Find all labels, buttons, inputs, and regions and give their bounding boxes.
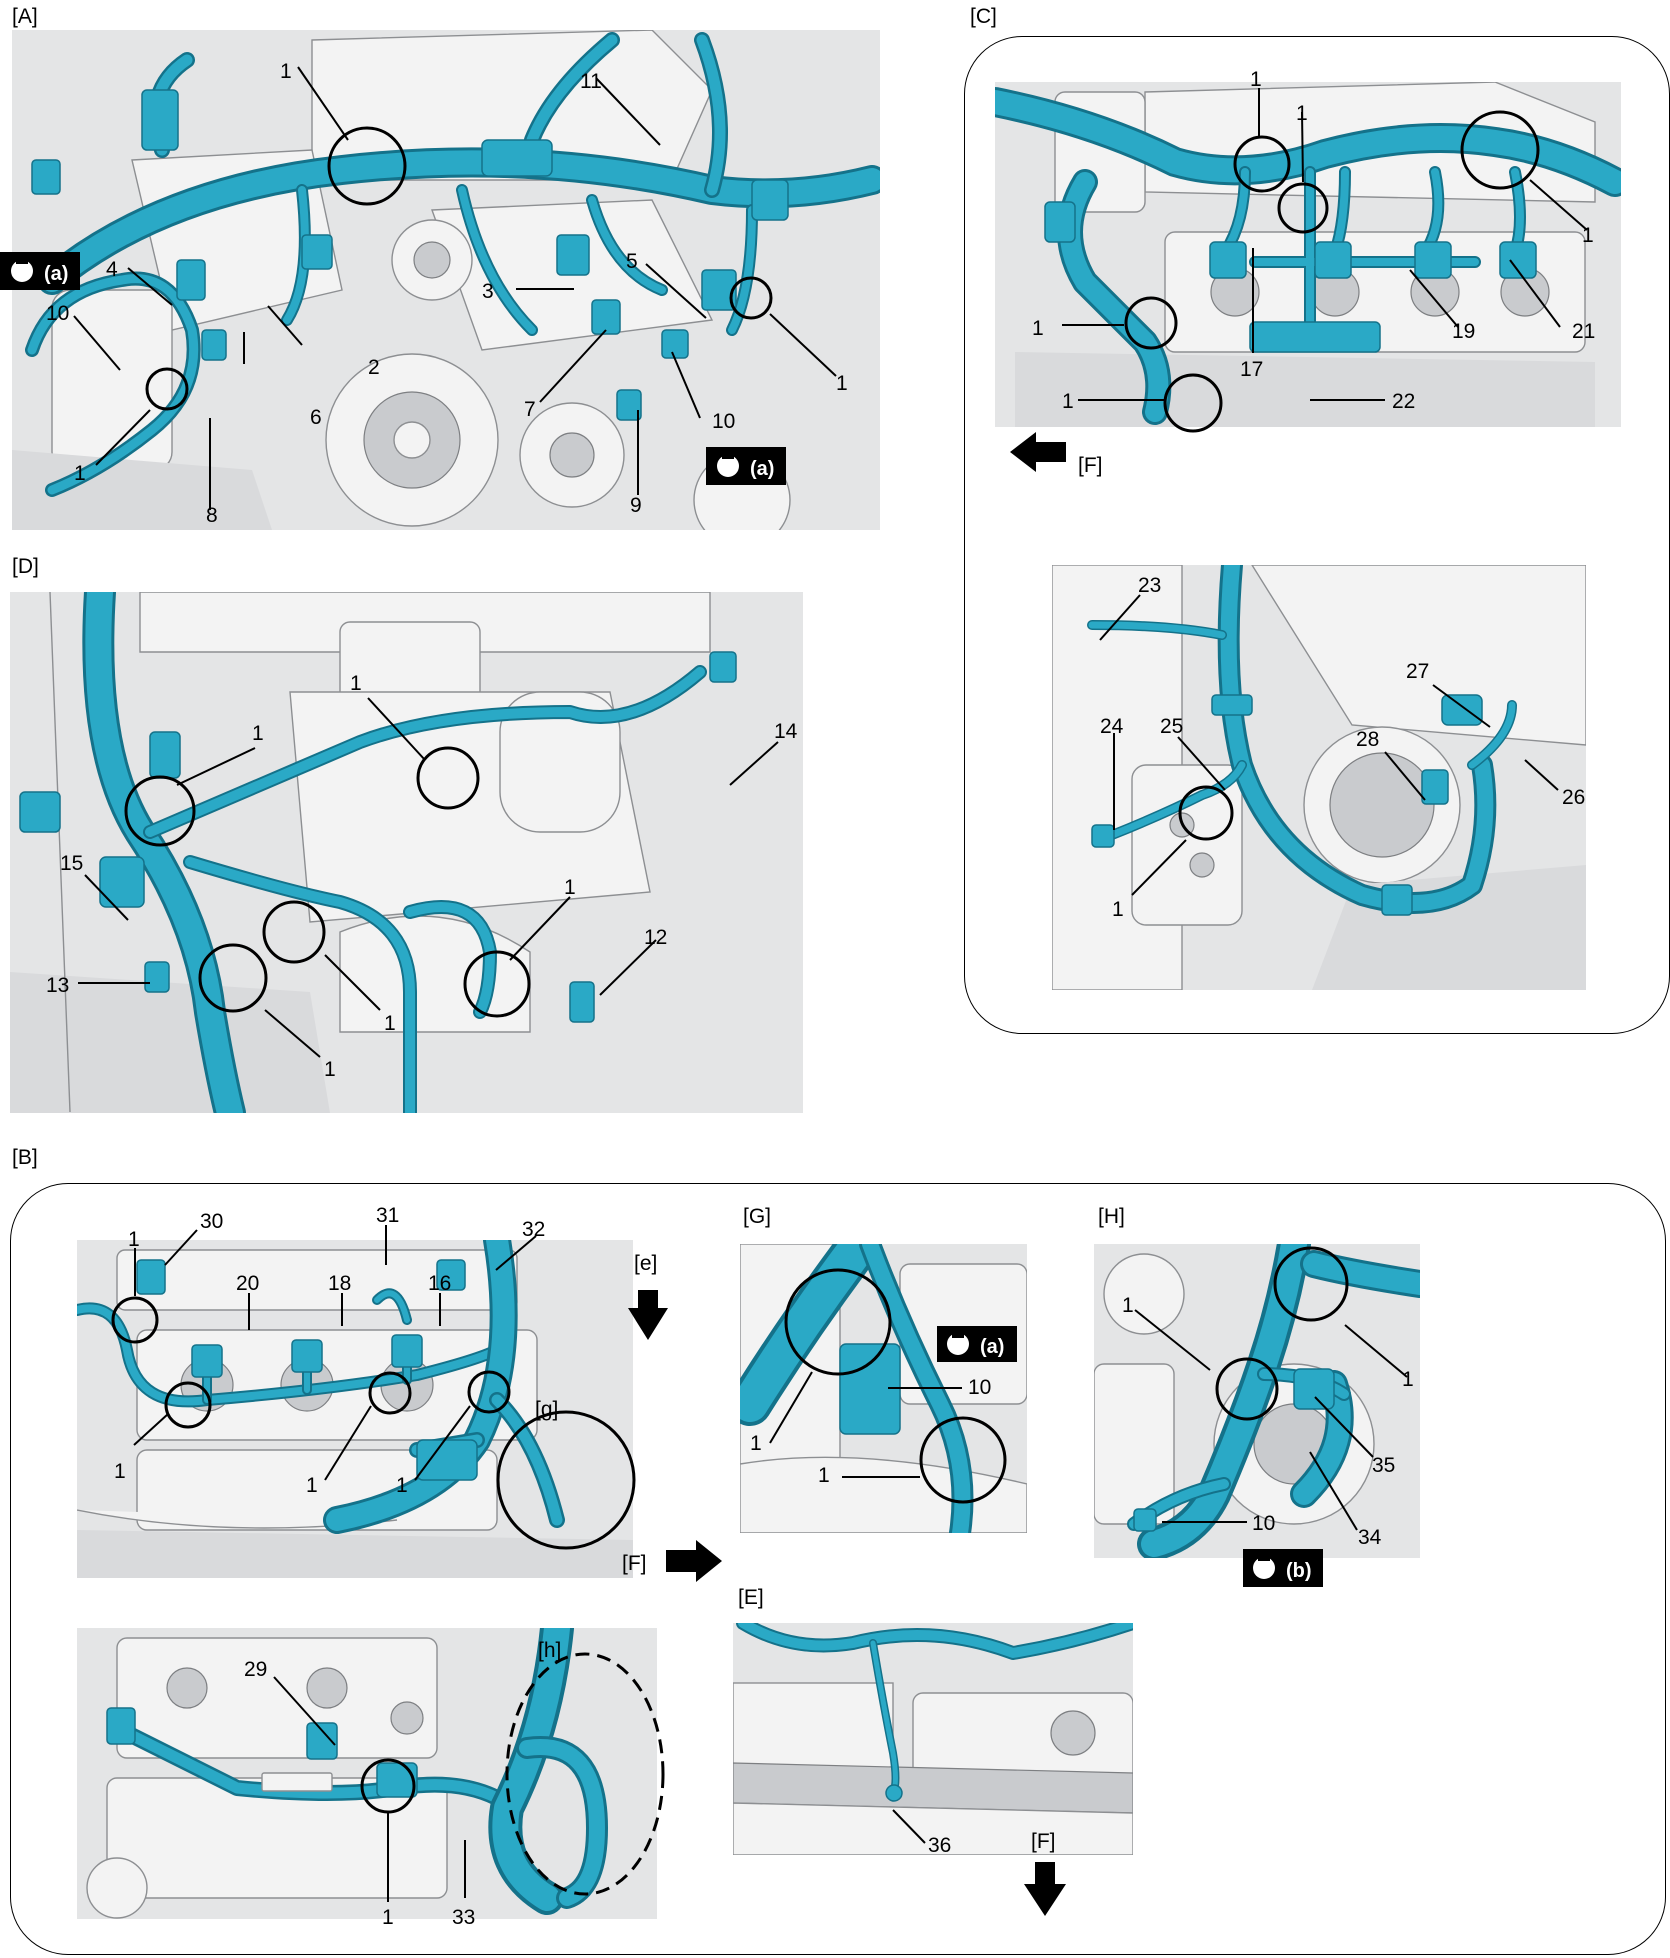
section-label-g: [G] [743, 1205, 772, 1228]
section-label-h: [H] [1098, 1205, 1125, 1228]
section-label-c: [C] [970, 5, 997, 28]
illustration-panel-b-bottom [77, 1628, 657, 1919]
illustration-panel-h [1094, 1244, 1420, 1558]
section-label-b: [B] [12, 1146, 38, 1169]
section-label-d: [D] [12, 555, 39, 578]
illustration-panel-g [740, 1244, 1027, 1533]
illustration-panel-a [12, 30, 880, 530]
illustration-panel-c-top [995, 82, 1621, 427]
illustration-panel-d [10, 592, 803, 1113]
illustration-panel-c-bottom [1052, 565, 1586, 990]
section-label-a: [A] [12, 5, 38, 28]
illustration-panel-b-top [77, 1240, 633, 1578]
frame-section-b [10, 1183, 1666, 1955]
section-label-e: [E] [738, 1586, 764, 1609]
illustration-panel-e [733, 1623, 1133, 1855]
